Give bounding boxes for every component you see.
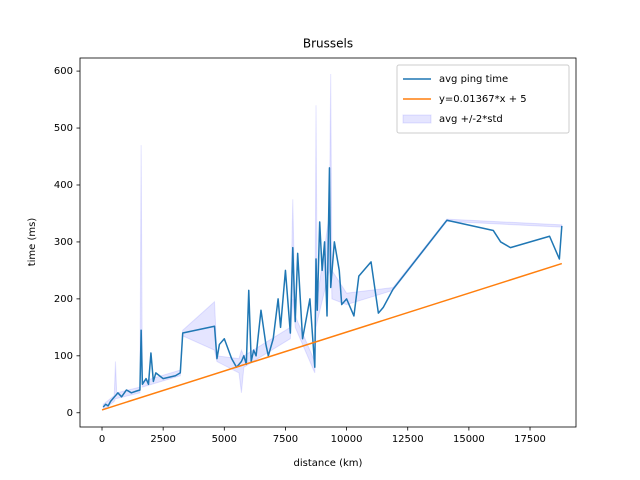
series-line <box>101 262 563 411</box>
legend-label: avg ping time <box>439 74 508 85</box>
y-axis-label: time (ms) <box>27 218 38 267</box>
y-tick-label: 400 <box>54 180 73 191</box>
x-tick-label: 15000 <box>453 434 485 445</box>
plot-frame <box>79 57 577 428</box>
y-tick-label: 100 <box>54 351 73 362</box>
x-tick-label: 5000 <box>212 434 237 445</box>
x-axis-label: distance (km) <box>294 458 363 469</box>
series-line <box>102 167 563 408</box>
legend-box <box>396 64 570 134</box>
x-tick-label: 17500 <box>514 434 546 445</box>
legend-label: avg +/-2*std <box>439 114 503 125</box>
y-tick-label: 500 <box>54 123 73 134</box>
y-tick-label: 0 <box>67 408 73 419</box>
x-tick-label: 7500 <box>273 434 298 445</box>
y-tick-label: 600 <box>54 66 73 77</box>
legend-swatch <box>402 114 432 124</box>
x-tick-label: 10000 <box>331 434 363 445</box>
y-tick-label: 300 <box>54 237 73 248</box>
chart-title: Brussels <box>303 37 353 51</box>
y-tick-label: 200 <box>54 294 73 305</box>
legend-label: y=0.01367*x + 5 <box>439 94 527 105</box>
x-tick-label: 12500 <box>392 434 424 445</box>
x-tick-label: 2500 <box>150 434 175 445</box>
x-tick-label: 0 <box>99 434 105 445</box>
